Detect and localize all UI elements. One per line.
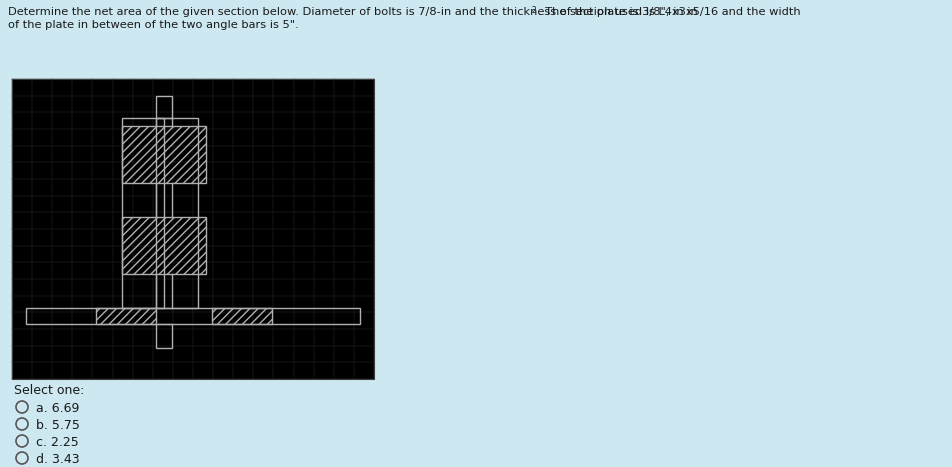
Text: c. 2.25: c. 2.25 (36, 436, 79, 449)
Bar (26, 308, 360, 324)
Bar (156, 324, 172, 348)
Text: b. 5.75: b. 5.75 (36, 419, 80, 432)
Text: a. 6.69: a. 6.69 (36, 402, 79, 415)
Bar (156, 118, 198, 308)
Text: Select one:: Select one: (14, 384, 85, 397)
Text: of the plate in between of the two angle bars is 5".: of the plate in between of the two angle… (8, 20, 299, 30)
Text: Determine the net area of the given section below. Diameter of bolts is 7/8-in a: Determine the net area of the given sect… (8, 7, 698, 17)
Bar (122, 118, 164, 308)
Text: . The section used is L4x3x5/16 and the width: . The section used is L4x3x5/16 and the … (538, 7, 801, 17)
Text: 2: 2 (532, 6, 537, 15)
Bar (212, 308, 272, 324)
Bar (12, 79, 374, 379)
Bar (122, 217, 206, 274)
Bar (96, 308, 156, 324)
Bar (156, 96, 172, 118)
Bar (122, 126, 206, 183)
Text: d. 3.43: d. 3.43 (36, 453, 80, 466)
